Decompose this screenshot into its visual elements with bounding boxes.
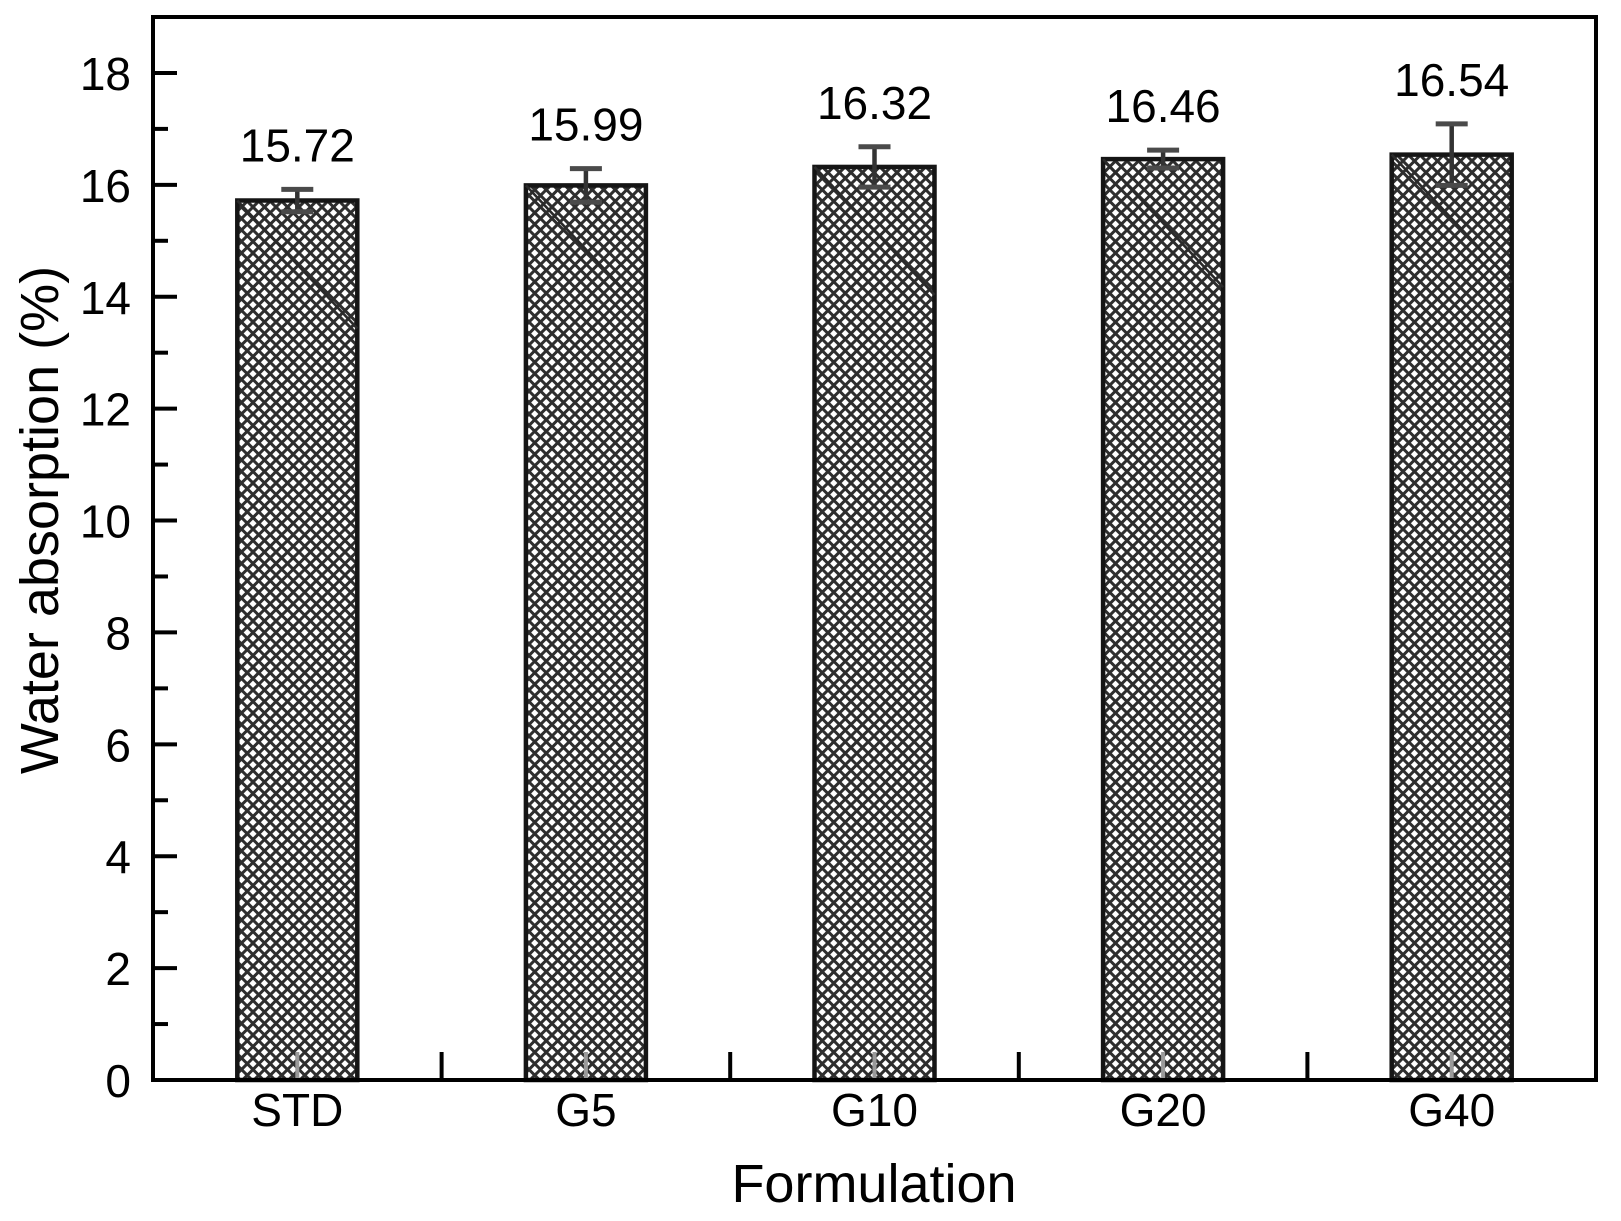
y-tick-label-10: 10 <box>80 496 131 548</box>
bar-G5 <box>523 183 649 1083</box>
plot-border <box>151 15 1598 1082</box>
y-tick-label-6: 6 <box>105 719 131 771</box>
y-tick-label-2: 2 <box>105 943 131 995</box>
bar-diagonal-artifact-G40 <box>1390 153 1513 284</box>
x-tick-label-G20: G20 <box>1120 1084 1207 1136</box>
bar-G20 <box>1100 156 1226 1083</box>
value-label-G20: 16.46 <box>1106 80 1221 132</box>
bar-G10 <box>812 164 937 1083</box>
y-tick-label-18: 18 <box>80 48 131 100</box>
x-tick-label-G5: G5 <box>555 1084 616 1136</box>
value-label-G5: 15.99 <box>528 99 643 151</box>
y-tick-label-16: 16 <box>80 160 131 212</box>
bar-STD <box>235 198 360 1083</box>
value-label-G40: 16.54 <box>1394 54 1509 106</box>
bar-diagonal-artifact-G5 <box>524 184 647 315</box>
x-tick-label-STD: STD <box>251 1084 343 1136</box>
value-label-G10: 16.32 <box>817 77 932 129</box>
bar-diagonal-artifact-STD <box>236 199 359 330</box>
bar-G40 <box>1389 152 1514 1083</box>
y-axis-title: Water absorption (%) <box>10 266 70 774</box>
x-tick-label-G40: G40 <box>1408 1084 1495 1136</box>
y-tick-label-14: 14 <box>80 272 131 324</box>
y-tick-label-0: 0 <box>105 1055 131 1107</box>
plot-area: 0 2 4 6 8 10 12 14 16 18 15.72 STD 15.99 G5 16.32 G10 16… <box>80 15 1598 1136</box>
y-tick-label-12: 12 <box>80 384 131 436</box>
x-axis-title: Formulation <box>731 1154 1016 1214</box>
bar-diagonal-artifact-G10 <box>813 166 936 296</box>
bar-diagonal-artifact-G20 <box>1102 158 1225 288</box>
value-label-STD: 15.72 <box>240 119 355 171</box>
y-tick-label-4: 4 <box>105 831 131 883</box>
x-tick-label-G10: G10 <box>831 1084 918 1136</box>
y-tick-label-8: 8 <box>105 607 131 659</box>
